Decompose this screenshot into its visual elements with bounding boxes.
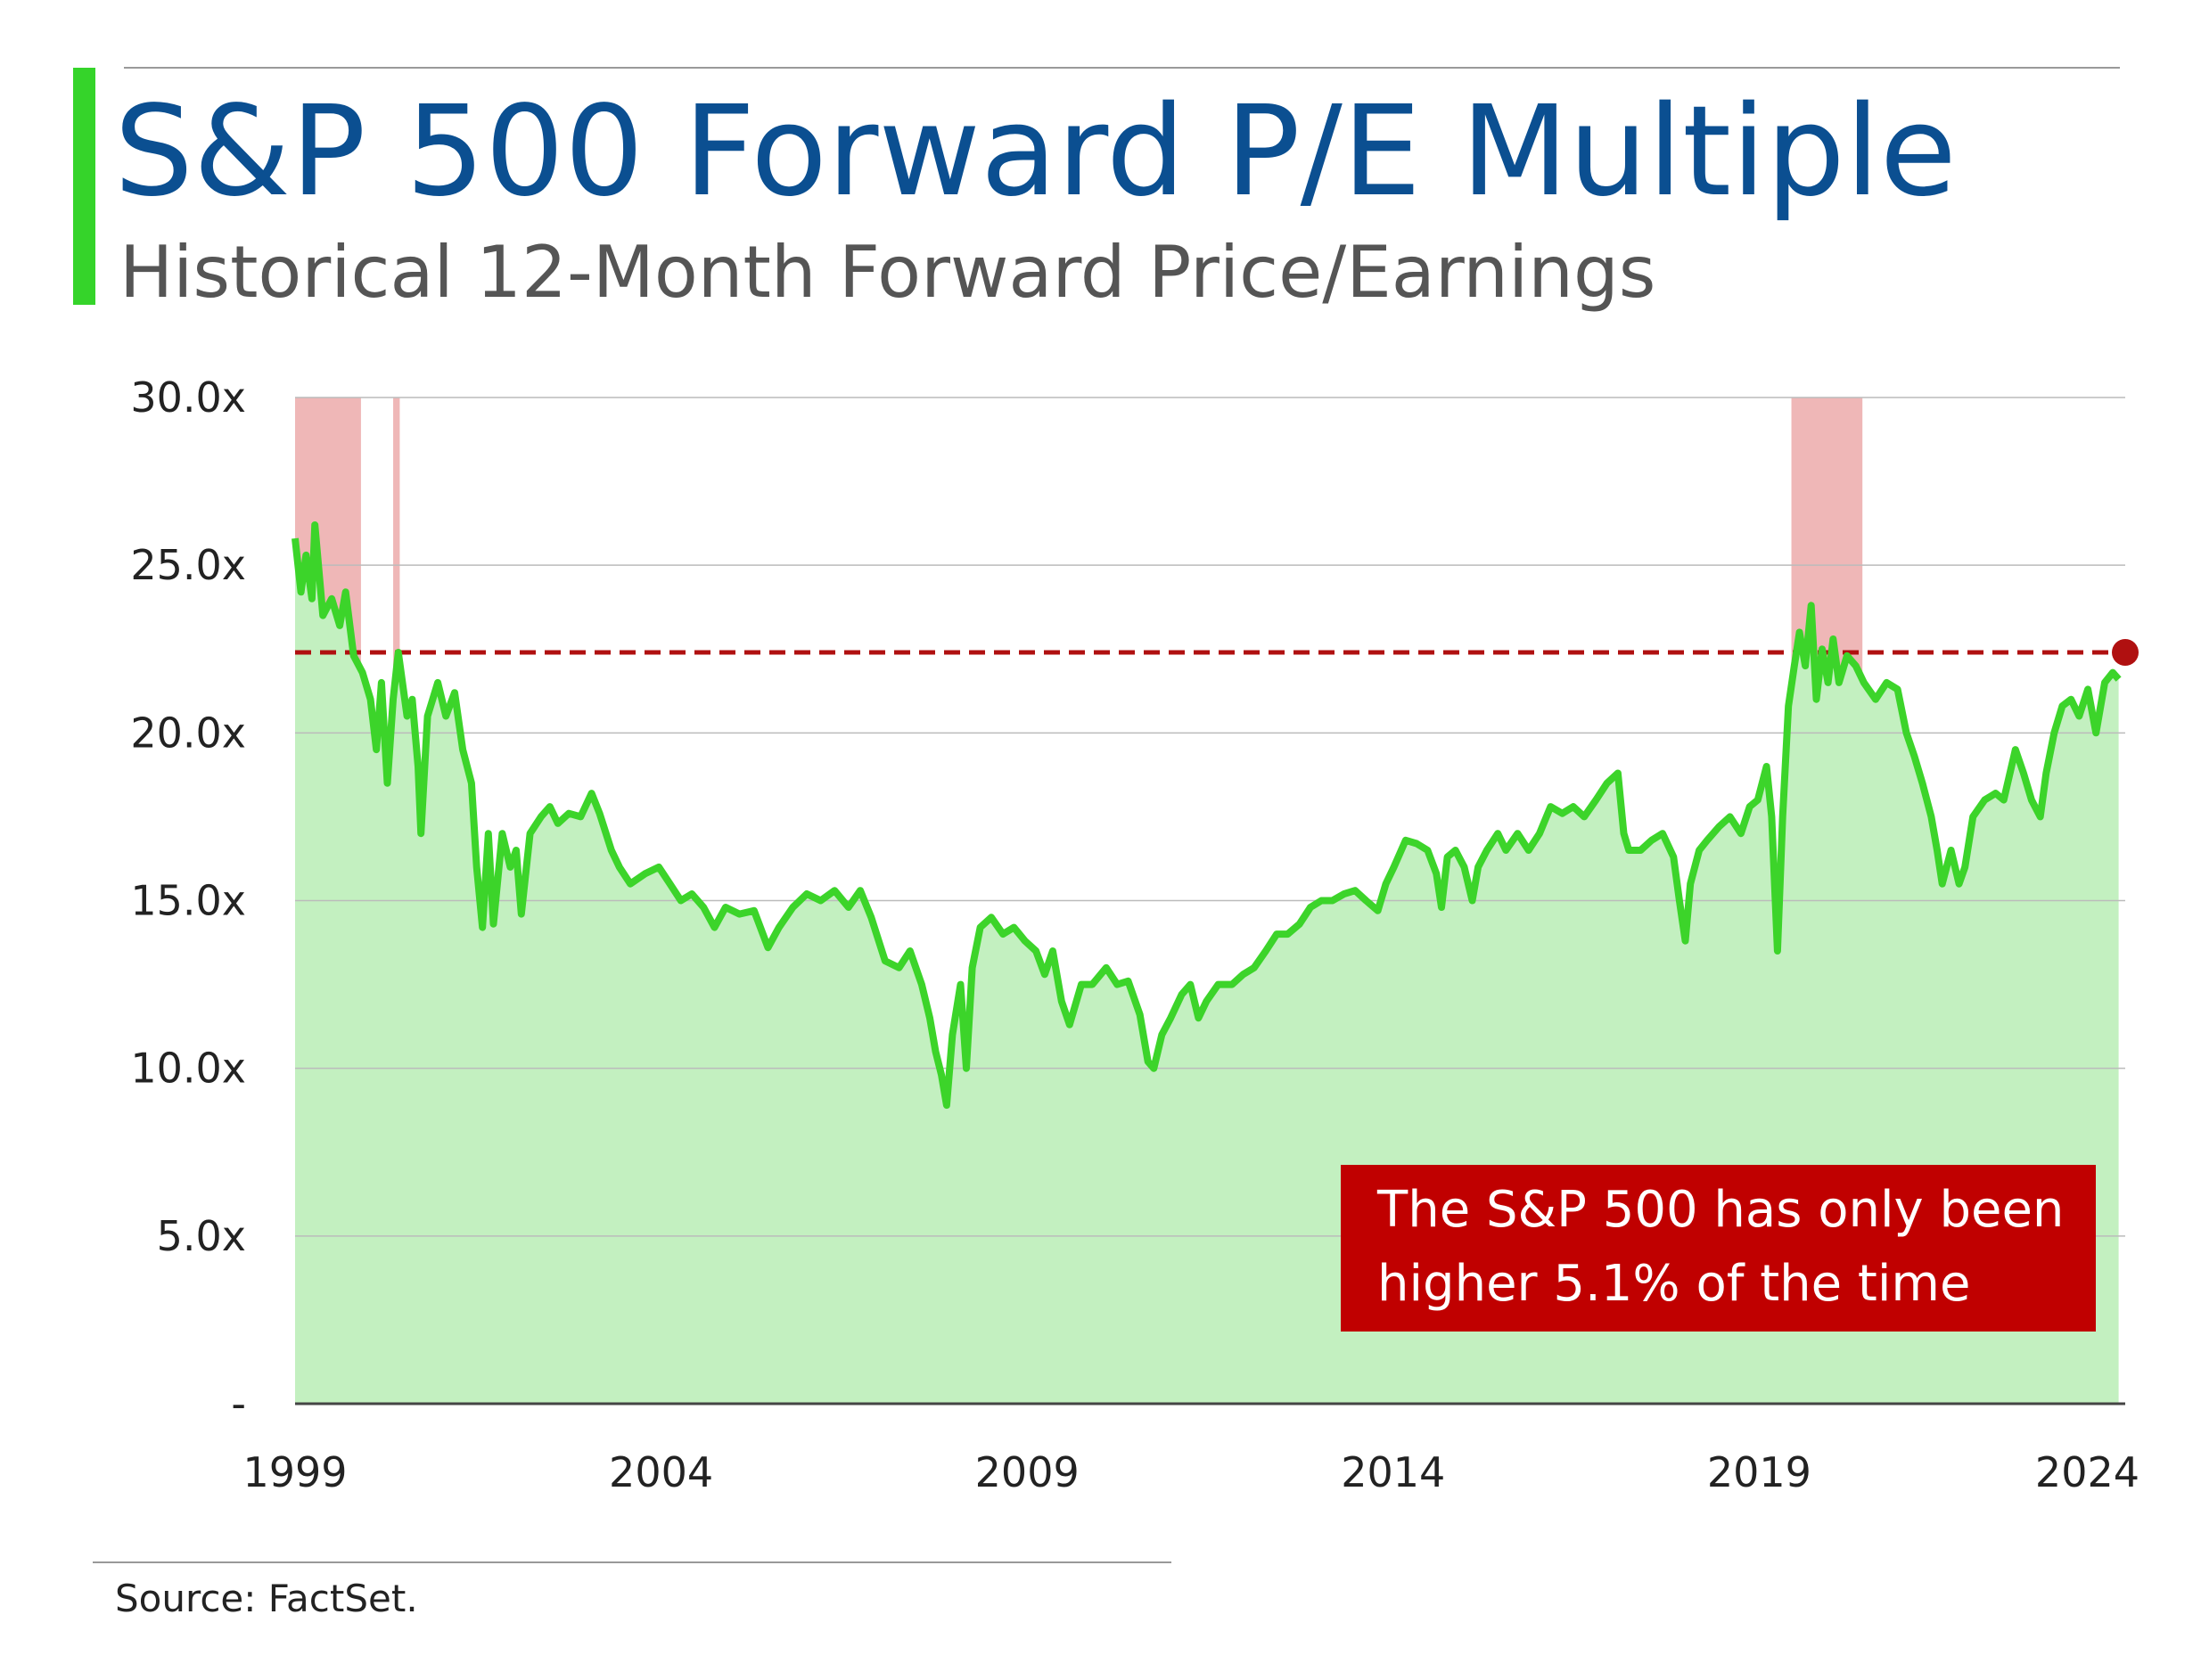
y-tick-label: 5.0x bbox=[157, 1212, 246, 1260]
line bbox=[292, 521, 2122, 1110]
annotation-box bbox=[1341, 1165, 2096, 1332]
x-tick-label: 2004 bbox=[609, 1448, 713, 1496]
accent-bar bbox=[73, 68, 95, 305]
y-tick-label: 30.0x bbox=[130, 373, 246, 422]
y-tick-label: 15.0x bbox=[130, 877, 246, 925]
chart-subtitle: Historical 12-Month Forward Price/Earnin… bbox=[119, 231, 1655, 314]
x-tick-label: 2014 bbox=[1341, 1448, 1445, 1496]
x-tick-label: 2009 bbox=[975, 1448, 1080, 1496]
annotation-text: The S&P 500 has only been bbox=[1376, 1181, 2064, 1239]
y-tick-label: 20.0x bbox=[130, 709, 246, 757]
chart-title: S&P 500 Forward P/E Multiple bbox=[114, 79, 1957, 225]
reference-dot bbox=[2112, 639, 2139, 667]
x-tick-label: 1999 bbox=[242, 1448, 347, 1496]
source: Source: FactSet. bbox=[115, 1577, 418, 1620]
y-tick-label: 25.0x bbox=[130, 541, 246, 589]
y-tick-label: - bbox=[231, 1380, 246, 1428]
annotation-text: higher 5.1% of the time bbox=[1377, 1255, 1970, 1313]
x-tick-label: 2019 bbox=[1707, 1448, 1811, 1496]
x-tick-label: 2024 bbox=[2035, 1448, 2139, 1496]
y-tick-label: 10.0x bbox=[130, 1045, 246, 1093]
plot-area: - 5.0x 10.0x 15.0x 20.0x 25.0x 30.0x 1999 2004 20… bbox=[130, 373, 2139, 1496]
